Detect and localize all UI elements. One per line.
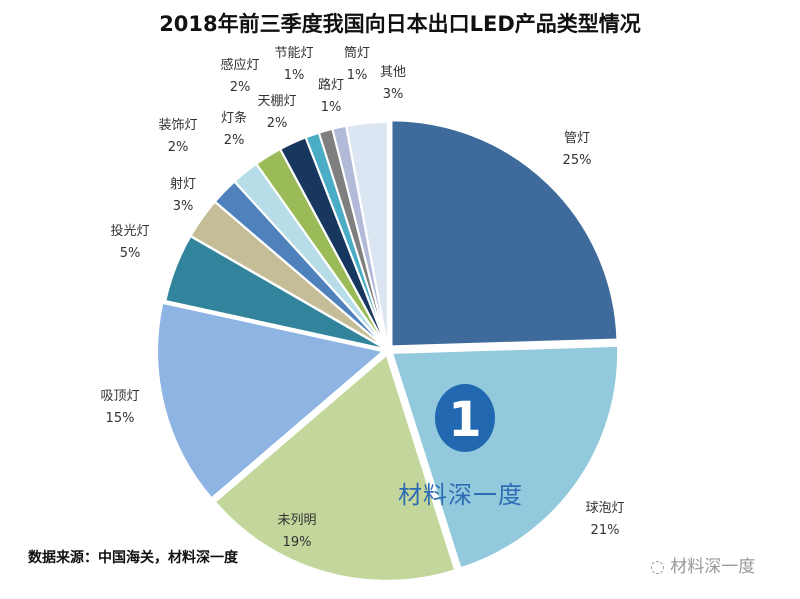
pie-slice-13: [345, 121, 389, 349]
slice-label-0: 管灯: [564, 131, 590, 146]
slice-value-9: 2%: [267, 116, 288, 131]
pie-slice-0: [390, 119, 619, 348]
slice-label-11: 路灯: [318, 77, 344, 93]
pie-slice-3: [156, 301, 386, 500]
slice-value-3: 15%: [106, 411, 135, 426]
slice-value-8: 2%: [230, 80, 251, 95]
slice-value-0: 25%: [563, 153, 592, 168]
wechat-watermark-text: 材料深一度: [670, 557, 756, 577]
source-note: 数据来源：中国海关，材料深一度: [28, 550, 238, 566]
wechat-icon: ◌: [650, 557, 671, 577]
pie-slice-2: [213, 353, 457, 582]
slice-value-11: 1%: [321, 100, 342, 115]
slice-label-6: 装饰灯: [158, 118, 197, 133]
logo: 1: [435, 384, 495, 452]
slice-label-9: 天棚灯: [257, 94, 296, 109]
logo-text: 1: [448, 392, 481, 448]
slice-label-2: 未列明: [277, 513, 316, 528]
slice-value-6: 2%: [168, 140, 189, 155]
slice-label-5: 射灯: [170, 176, 196, 192]
slice-value-13: 3%: [383, 87, 404, 102]
slice-label-7: 灯条: [221, 110, 247, 126]
chart-title: 2018年前三季度我国向日本出口LED产品类型情况: [159, 12, 641, 36]
slice-label-12: 筒灯: [344, 45, 370, 61]
watermark: 材料深一度: [398, 481, 523, 509]
slice-value-4: 5%: [120, 246, 141, 261]
slice-value-10: 1%: [284, 68, 305, 83]
slice-value-1: 21%: [591, 523, 620, 538]
slice-value-5: 3%: [173, 199, 194, 214]
slice-value-7: 2%: [224, 133, 245, 148]
slice-label-4: 投光灯: [110, 223, 149, 239]
slice-label-3: 吸顶灯: [100, 389, 139, 404]
slice-value-2: 19%: [283, 535, 312, 550]
slice-label-10: 节能灯: [274, 46, 313, 61]
wechat-watermark: ◌ 材料深一度: [650, 552, 755, 577]
slice-label-8: 感应灯: [220, 57, 259, 73]
slice-value-12: 1%: [347, 68, 368, 83]
slice-label-13: 其他: [380, 65, 406, 80]
slice-label-1: 球泡灯: [585, 501, 624, 516]
